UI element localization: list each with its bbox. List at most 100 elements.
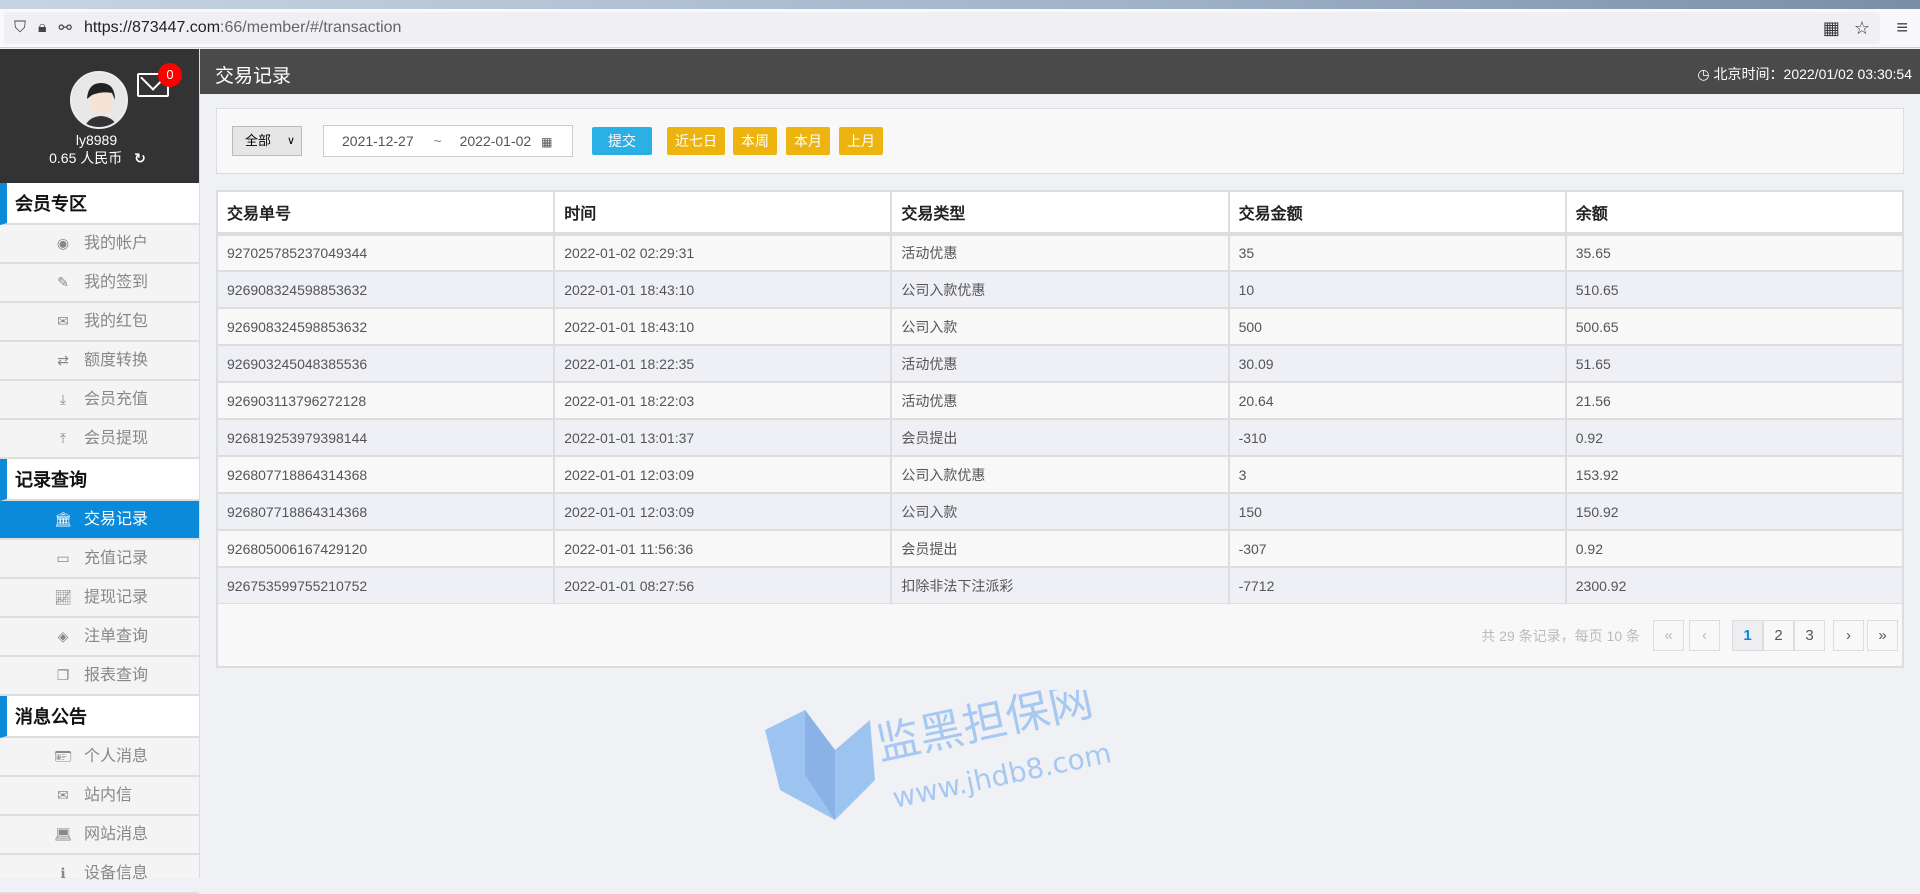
sidebar-section-title: 记录查询: [0, 459, 199, 501]
sidebar-item[interactable]: 📈︎ 提现记录: [0, 579, 199, 618]
page-1-button[interactable]: 1: [1732, 620, 1763, 651]
url-host: https://873447.com: [83, 19, 221, 36]
table-cell: 活动优惠: [890, 233, 1230, 272]
shield-icon: ⛉: [14, 19, 27, 36]
sidebar-section-title: 会员专区: [0, 183, 199, 225]
sidebar-item[interactable]: ⇄ 额度转换: [0, 342, 199, 381]
last-page-button[interactable]: »: [1867, 620, 1898, 651]
profile-panel: 0 ly8989 0.65 人民币 ↻: [0, 49, 199, 183]
address-bar[interactable]: ⛉ 🔒︎ ⚯ https://873447.com:66/member/#/tr…: [4, 12, 1880, 44]
line-chart-icon: 📈︎: [54, 589, 72, 605]
sidebar-item-label: 网站消息: [84, 826, 149, 843]
sidebar-item-label: 我的签到: [84, 274, 149, 291]
hamburger-menu-icon[interactable]: ≡: [1896, 16, 1908, 39]
watermark-logo: 监黑担保网 www.jhdb8.com: [760, 675, 1140, 845]
date-separator: ~: [433, 133, 442, 149]
this-month-button[interactable]: 本月: [786, 127, 830, 155]
beijing-time: 北京时间：2022/01/02 03:30:54: [1713, 66, 1912, 82]
sidebar-item[interactable]: ✎ 我的签到: [0, 264, 199, 303]
table-cell: 10: [1227, 270, 1567, 309]
table-cell: 公司入款: [890, 307, 1230, 346]
user-circle-icon: ◉: [56, 235, 70, 251]
avatar[interactable]: [70, 71, 128, 129]
table-cell: 2022-01-01 12:03:09: [553, 455, 893, 494]
sidebar-item[interactable]: ◉ 我的帐户: [0, 225, 199, 264]
last-month-button[interactable]: 上月: [839, 127, 883, 155]
sidebar-item[interactable]: ⤓ 会员充值: [0, 381, 199, 420]
table-cell: 20.64: [1227, 381, 1567, 420]
table-cell: 926908324598853632: [215, 307, 556, 346]
table-cell: 35: [1227, 233, 1567, 272]
prev-page-button[interactable]: ‹: [1689, 620, 1720, 651]
sidebar-item[interactable]: ◈ 注单查询: [0, 618, 199, 657]
table-cell: 153.92: [1564, 455, 1905, 494]
sidebar-item[interactable]: ✉ 站内信: [0, 777, 199, 816]
laptop-icon: 💻︎: [54, 826, 72, 842]
page-2-button[interactable]: 2: [1763, 620, 1794, 651]
table-cell: 会员提出: [890, 418, 1230, 457]
sidebar-item[interactable]: ⤒ 会员提现: [0, 420, 199, 459]
star-icon[interactable]: ☆: [1853, 17, 1870, 38]
sidebar-item-label: 个人消息: [84, 748, 149, 765]
table-cell: 活动优惠: [890, 381, 1230, 420]
sidebar-item[interactable]: 🏛︎ 交易记录: [0, 501, 199, 540]
copy-icon: ❐: [56, 667, 70, 683]
table-cell: 51.65: [1564, 344, 1905, 383]
submit-button[interactable]: 提交: [592, 127, 652, 155]
sidebar-item-label: 我的红包: [84, 313, 149, 330]
table-row: 926805006167429120 2022-01-01 11:56:36 会员提…: [215, 529, 1905, 568]
table-row: 926903245048385536 2022-01-01 18:22:35 活动优…: [215, 344, 1905, 383]
next-page-button[interactable]: ›: [1833, 620, 1864, 651]
last-7-days-button[interactable]: 近七日: [667, 127, 725, 155]
id-card-icon: 🪪︎: [54, 748, 72, 764]
table-row: 927025785237049344 2022-01-02 02:29:31 活动优…: [215, 233, 1905, 272]
first-page-button[interactable]: «: [1653, 620, 1684, 651]
upload-icon: ⤒: [59, 430, 67, 446]
calendar-icon: ▦: [541, 135, 553, 149]
sidebar-item[interactable]: 🪪︎ 个人消息: [0, 738, 199, 777]
qr-code-icon[interactable]: ▦: [1822, 17, 1840, 38]
table-cell: 2022-01-01 18:43:10: [553, 270, 893, 309]
sidebar-item[interactable]: 💻︎ 网站消息: [0, 816, 199, 855]
table-cell: 公司入款: [890, 492, 1230, 531]
start-date: 2021-12-27: [342, 133, 414, 149]
sidebar-item[interactable]: ✉ 我的红包: [0, 303, 199, 342]
table-cell: 2022-01-01 12:03:09: [553, 492, 893, 531]
table-cell: 21.56: [1564, 381, 1905, 420]
sidebar-item-label: 交易记录: [84, 511, 149, 528]
table-cell: 35.65: [1564, 233, 1905, 272]
sidebar-item-label: 会员充值: [84, 391, 149, 408]
pagination-info: 共 29 条记录，每页 10 条: [1481, 628, 1640, 644]
envelope-icon: ✉: [57, 313, 69, 329]
chevron-down-icon: ∨: [286, 135, 295, 147]
table-cell: 500: [1227, 307, 1567, 346]
type-select[interactable]: 全部 ∨: [232, 126, 302, 156]
table-cell: 2022-01-01 18:22:35: [553, 344, 893, 383]
this-week-button[interactable]: 本周: [733, 127, 777, 155]
table-cell: 510.65: [1564, 270, 1905, 309]
table-row: 926807718864314368 2022-01-01 12:03:09 公司入…: [215, 455, 1905, 494]
table-cell: 2022-01-01 18:43:10: [553, 307, 893, 346]
balance: 0.65 人民币: [49, 150, 123, 166]
sidebar-item[interactable]: ❐ 报表查询: [0, 657, 199, 696]
refresh-icon[interactable]: ↻: [134, 150, 146, 166]
table-row: 926753599755210752 2022-01-01 08:27:56 扣除非…: [215, 566, 1905, 605]
table-cell: 2022-01-01 08:27:56: [553, 566, 893, 605]
column-header: 交易金额: [1227, 190, 1567, 236]
column-header: 交易类型: [890, 190, 1230, 236]
table-cell: 扣除非法下注派彩: [890, 566, 1230, 605]
sidebar-item[interactable]: ℹ 设备信息: [0, 855, 199, 894]
page-3-button[interactable]: 3: [1794, 620, 1825, 651]
table-cell: 926807718864314368: [215, 455, 556, 494]
sidebar-item[interactable]: ▭ 充值记录: [0, 540, 199, 579]
watermark-text: 监黑担保网: [872, 690, 1098, 771]
table-cell: 500.65: [1564, 307, 1905, 346]
table-cell: 150: [1227, 492, 1567, 531]
table-cell: 926903113796272128: [215, 381, 556, 420]
table-row: 926908324598853632 2022-01-01 18:43:10 公司入…: [215, 270, 1905, 309]
table-cell: 会员提出: [890, 529, 1230, 568]
sidebar: 0 ly8989 0.65 人民币 ↻ 会员专区 ◉ 我的帐户 ✎ 我的签到 ✉ 我的红包 ⇄…: [0, 49, 200, 894]
bank-icon: 🏛︎: [54, 511, 72, 527]
date-range-input[interactable]: 2021-12-27 ~ 2022-01-02 ▦: [323, 125, 573, 157]
username: ly8989: [75, 132, 118, 148]
